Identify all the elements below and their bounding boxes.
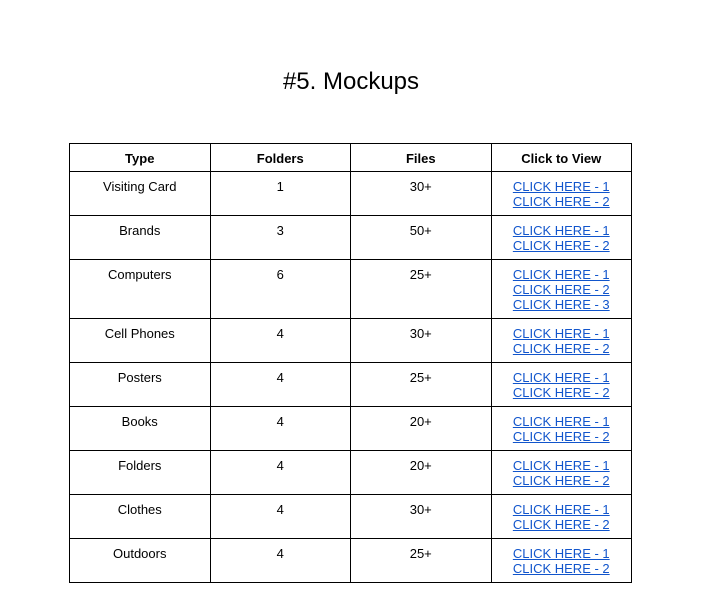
cell-files: 30+ [350,318,492,363]
table-row: Cell Phones 4 30+ CLICK HERE - 1 CLICK HERE … [69,318,632,363]
click-here-link[interactable]: CLICK HERE - 2 [512,517,610,532]
table-row: Outdoors 4 25+ CLICK HERE - 1 CLICK HERE - 2 [69,538,632,583]
click-here-link[interactable]: CLICK HERE - 2 [512,473,610,488]
table-row: Posters 4 25+ CLICK HERE - 1 CLICK HERE - 2 [69,362,632,407]
cell-type: Books [69,406,211,451]
cell-links: CLICK HERE - 1 CLICK HERE - 2 [490,406,632,451]
table-row: Books 4 20+ CLICK HERE - 1 CLICK HERE - 2 [69,406,632,451]
click-here-link[interactable]: CLICK HERE - 2 [512,385,610,400]
cell-files: 20+ [350,450,492,495]
click-here-link[interactable]: CLICK HERE - 1 [512,458,610,473]
cell-links: CLICK HERE - 1 CLICK HERE - 2 [490,494,632,539]
cell-folders: 4 [209,318,351,363]
click-here-link[interactable]: CLICK HERE - 1 [512,414,610,429]
table-row: Clothes 4 30+ CLICK HERE - 1 CLICK HERE - 2 [69,494,632,539]
cell-links: CLICK HERE - 1 CLICK HERE - 2 [490,318,632,363]
cell-folders: 4 [209,362,351,407]
cell-type: Folders [69,450,211,495]
cell-type: Computers [69,259,211,319]
click-here-link[interactable]: CLICK HERE - 1 [512,223,610,238]
cell-folders: 6 [209,259,351,319]
click-here-link[interactable]: CLICK HERE - 1 [512,546,610,561]
header-type: Type [69,143,211,172]
header-row: Type Folders Files Click to View [69,143,632,172]
cell-files: 25+ [350,538,492,583]
click-here-link[interactable]: CLICK HERE - 1 [512,267,610,282]
click-here-link[interactable]: CLICK HERE - 2 [512,194,610,209]
cell-files: 30+ [350,494,492,539]
cell-folders: 4 [209,450,351,495]
cell-files: 20+ [350,406,492,451]
table-row: Brands 3 50+ CLICK HERE - 1 CLICK HERE - 2 [69,215,632,260]
header-click-to-view: Click to View [490,143,632,172]
click-here-link[interactable]: CLICK HERE - 1 [512,502,610,517]
cell-folders: 3 [209,215,351,260]
click-here-link[interactable]: CLICK HERE - 2 [512,238,610,253]
header-folders: Folders [209,143,351,172]
click-here-link[interactable]: CLICK HERE - 2 [512,561,610,576]
page-title: #5. Mockups [282,68,420,95]
cell-files: 50+ [350,215,492,260]
click-here-link[interactable]: CLICK HERE - 2 [512,341,610,356]
cell-type: Cell Phones [69,318,211,363]
click-here-link[interactable]: CLICK HERE - 3 [512,297,610,312]
cell-type: Outdoors [69,538,211,583]
click-here-link[interactable]: CLICK HERE - 2 [512,282,610,297]
cell-links: CLICK HERE - 1 CLICK HERE - 2 [490,450,632,495]
cell-type: Posters [69,362,211,407]
cell-folders: 4 [209,494,351,539]
cell-folders: 1 [209,171,351,216]
click-here-link[interactable]: CLICK HERE - 1 [512,326,610,341]
cell-files: 25+ [350,362,492,407]
table-row: Computers 6 25+ CLICK HERE - 1 CLICK HERE - … [69,259,632,319]
cell-links: CLICK HERE - 1 CLICK HERE - 2 [490,215,632,260]
cell-type: Clothes [69,494,211,539]
cell-folders: 4 [209,538,351,583]
cell-files: 30+ [350,171,492,216]
cell-type: Visiting Card [69,171,211,216]
cell-links: CLICK HERE - 1 CLICK HERE - 2 [490,362,632,407]
cell-files: 25+ [350,259,492,319]
cell-type: Brands [69,215,211,260]
cell-links: CLICK HERE - 1 CLICK HERE - 2 CLICK HERE -… [490,259,632,319]
click-here-link[interactable]: CLICK HERE - 1 [512,179,610,194]
cell-links: CLICK HERE - 1 CLICK HERE - 2 [490,538,632,583]
header-files: Files [350,143,492,172]
click-here-link[interactable]: CLICK HERE - 2 [512,429,610,444]
table-row: Folders 4 20+ CLICK HERE - 1 CLICK HERE - 2 [69,450,632,495]
table-row: Visiting Card 1 30+ CLICK HERE - 1 CLICK HER… [69,171,632,216]
mockups-table: Type Folders Files Click to View Visitin… [69,143,632,583]
cell-links: CLICK HERE - 1 CLICK HERE - 2 [490,171,632,216]
cell-folders: 4 [209,406,351,451]
click-here-link[interactable]: CLICK HERE - 1 [512,370,610,385]
